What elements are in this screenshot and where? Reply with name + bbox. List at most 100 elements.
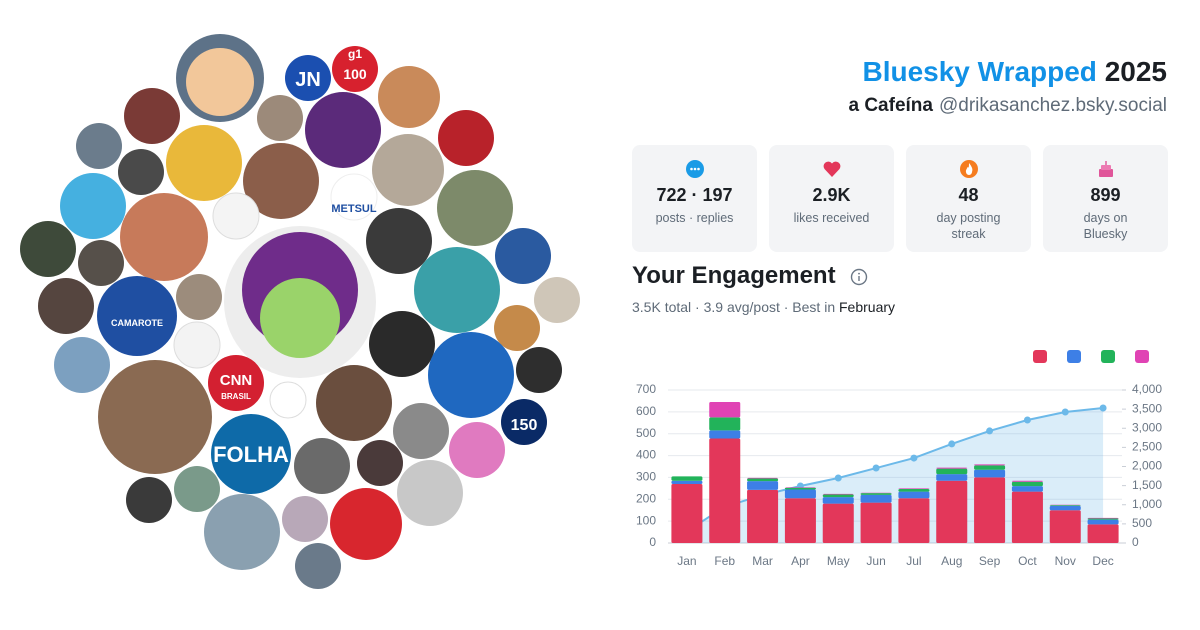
stat-card: 48 day posting streak: [906, 145, 1031, 252]
logo-text: g1: [348, 47, 362, 61]
x-tick-label: Sep: [979, 554, 1001, 568]
x-tick-label: Feb: [714, 554, 735, 568]
bar-segment: [1087, 517, 1119, 519]
icon: [823, 161, 840, 177]
bar-segment: [709, 438, 741, 543]
bar-segment: [974, 465, 1006, 470]
line-point: [1023, 416, 1031, 424]
y2-tick-label: 3,000: [1132, 420, 1162, 434]
info-icon[interactable]: [850, 268, 868, 286]
stat-value: 48: [958, 185, 979, 205]
bar-segment: [1049, 505, 1081, 506]
profile: a Cafeína @drikasanchez.bsky.social: [848, 95, 1167, 117]
y2-tick-label: 0: [1132, 535, 1139, 549]
best-month: February: [839, 299, 896, 315]
bar-segment: [822, 497, 854, 504]
bar-segment: [936, 474, 968, 481]
bar-segment: [822, 493, 854, 495]
x-tick-label: Mar: [752, 554, 773, 568]
bar-segment: [974, 477, 1006, 543]
y-tick-label: 500: [636, 426, 656, 440]
y2-tick-label: 2,000: [1132, 459, 1162, 473]
year: 2025: [1104, 56, 1167, 87]
x-tick-label: May: [827, 554, 850, 568]
bar-segment: [1049, 510, 1081, 543]
logo-text: JN: [295, 69, 321, 91]
line-point: [910, 454, 918, 462]
x-tick-label: Oct: [1018, 554, 1037, 568]
summary: 3.5K total · 3.9 avg/post · Best in: [632, 299, 836, 315]
bar-segment: [1087, 518, 1119, 520]
x-tick-label: Nov: [1055, 554, 1076, 568]
logo-text: BRASIL: [221, 392, 251, 401]
y-tick-label: 200: [636, 491, 656, 505]
line-point: [834, 474, 842, 482]
y2-tick-label: 4,000: [1132, 382, 1162, 396]
title: Bluesky Wrapped 2025: [862, 56, 1167, 88]
bar-segment: [822, 494, 854, 498]
engagement-summary: 3.5K total · 3.9 avg/post · Best in Febr…: [632, 299, 895, 315]
x-tick-label: Jun: [866, 554, 885, 568]
bar-segment: [747, 481, 779, 490]
y-tick-label: 400: [636, 448, 656, 462]
display-name: a Cafeína: [848, 95, 933, 116]
line-point: [1061, 408, 1069, 416]
bar-segment: [709, 430, 741, 439]
bar-segment: [1011, 480, 1043, 482]
bar-segment: [936, 480, 968, 543]
bar-segment: [747, 478, 779, 482]
line-point: [872, 464, 880, 472]
section-title-text: Your Engagement: [632, 262, 836, 289]
bar-segment: [898, 491, 930, 499]
logo-text: 150: [511, 417, 538, 434]
legend-swatch: [1067, 350, 1081, 363]
y2-tick-label: 500: [1132, 516, 1152, 530]
stat-value: 899: [1090, 185, 1121, 205]
y-tick-label: 100: [636, 513, 656, 527]
logo-text: FOLHA: [213, 442, 289, 467]
stat-label: posts · replies: [655, 211, 734, 225]
line-point: [986, 427, 994, 435]
bar-segment: [784, 489, 816, 499]
y2-tick-label: 2,500: [1132, 440, 1162, 454]
bar-segment: [1011, 486, 1043, 492]
logo-text: CAMAROTE: [111, 318, 163, 328]
legend-item[interactable]: [1067, 350, 1081, 363]
engagement-chart: 0 100 200 300 400 500 600 700 0 500 1,000 1,500 2,00…: [636, 350, 1162, 568]
bar-segment: [936, 468, 968, 475]
bar-segment: [898, 489, 930, 492]
avatars: [20, 34, 580, 589]
handle[interactable]: @drikasanchez.bsky.social: [938, 95, 1167, 116]
bar-segment: [747, 477, 779, 479]
bar-segment: [822, 503, 854, 543]
brand: Bluesky Wrapped: [862, 56, 1097, 87]
logo-text: METSUL: [331, 203, 377, 215]
bar-segment: [784, 498, 816, 543]
bar-segment: [709, 402, 741, 418]
y-tick-label: 0: [649, 535, 656, 549]
line-point: [948, 440, 956, 448]
x-tick-label: Aug: [941, 554, 962, 568]
x-tick-label: Apr: [791, 554, 810, 568]
bar-segment: [860, 493, 892, 495]
bar-segment: [1087, 519, 1119, 525]
icon: [1098, 161, 1113, 177]
bar-segment: [671, 480, 703, 484]
stat-card: 722 · 197 posts · replies: [632, 145, 757, 252]
stat-label: days on Bluesky: [1083, 211, 1128, 241]
x-tick-label: Jan: [677, 554, 696, 568]
line-point: [1099, 404, 1107, 412]
bar-segment: [860, 494, 892, 503]
legend-swatch: [1135, 350, 1149, 363]
bar-segment: [671, 476, 703, 481]
avatar-cloud: JN g1 100 METSUL CAMAROTE CNN BRASIL FOL…: [20, 34, 580, 589]
bar-segment: [860, 502, 892, 543]
bar-segment: [974, 464, 1006, 466]
legend-item[interactable]: [1135, 350, 1149, 363]
stat-label: likes received: [793, 211, 870, 225]
bar-segment: [974, 469, 1006, 478]
y2-tick-label: 1,000: [1132, 497, 1162, 511]
legend-item[interactable]: [1101, 350, 1115, 363]
bar-segment: [709, 417, 741, 431]
legend-item[interactable]: [1033, 350, 1047, 363]
